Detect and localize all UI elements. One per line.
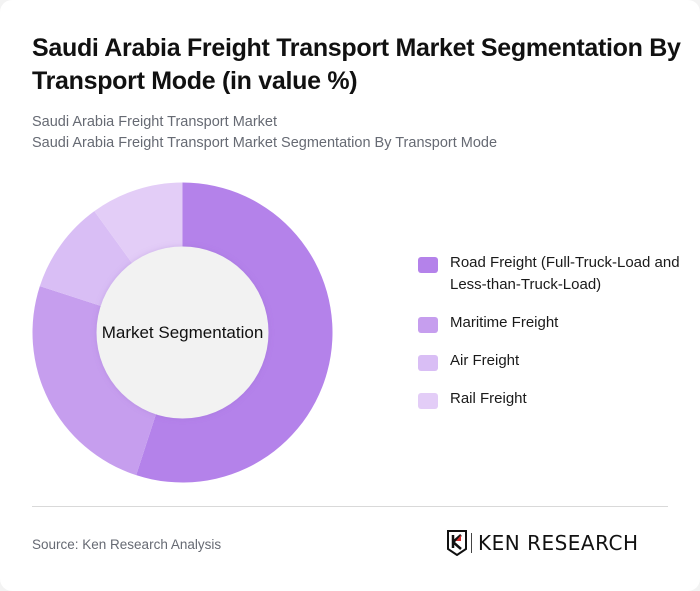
legend-swatch-road [418,257,438,273]
donut-hole [96,246,269,419]
donut-svg [32,182,333,483]
ken-research-logo: KEN RESEARCH [447,530,639,556]
chart-title: Saudi Arabia Freight Transport Market Se… [32,34,681,95]
logo-text: KEN RESEARCH [478,531,639,555]
footer-divider [32,506,668,507]
donut-chart: Market Segmentation [30,180,335,485]
legend-item-road-freight[interactable]: Road Freight (Full-Truck-Load and Less-t… [418,252,688,296]
source-note: Source: Ken Research Analysis [32,537,222,552]
subtitle-market: Saudi Arabia Freight Transport Market [32,114,278,130]
legend-label: Maritime Freight [450,314,559,331]
chart-subtitle: Saudi Arabia Freight Transport Market Sa… [32,112,497,154]
chart-legend: Road Freight (Full-Truck-Load and Less-t… [418,252,688,426]
legend-label: Road Freight (Full-Truck-Load and Less-t… [450,254,680,293]
logo-separator [471,533,472,553]
legend-swatch-maritime [418,317,438,333]
ken-shield-icon [447,530,467,556]
donut-center-label: Market Segmentation [101,322,264,342]
legend-item-maritime-freight[interactable]: Maritime Freight [418,312,688,334]
legend-swatch-rail [418,393,438,409]
subtitle-segmentation: Saudi Arabia Freight Transport Market Se… [32,135,498,151]
legend-item-air-freight[interactable]: Air Freight [418,350,688,372]
legend-swatch-air [418,355,438,371]
legend-label: Air Freight [450,352,520,369]
legend-label: Rail Freight [450,390,527,407]
legend-item-rail-freight[interactable]: Rail Freight [418,388,688,410]
